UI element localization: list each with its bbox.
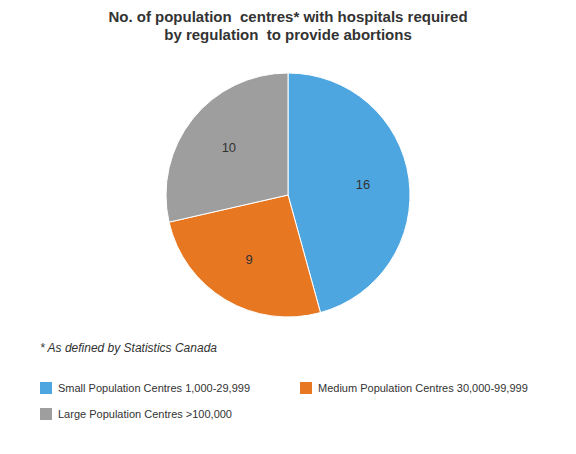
slice [166, 73, 288, 222]
legend-label: Small Population Centres 1,000-29,999 [58, 382, 250, 394]
pie [166, 73, 410, 317]
data-labels: 16 9 10 [222, 140, 371, 267]
legend-label: Medium Population Centres 30,000-99,999 [318, 382, 528, 394]
chart: No. of population centres* with hospital… [0, 0, 576, 454]
legend-swatch [40, 382, 52, 394]
footnote: * As defined by Statistics Canada [40, 341, 217, 355]
data-label: 16 [356, 177, 370, 192]
legend: Small Population Centres 1,000-29,999 Med… [40, 382, 528, 420]
legend-swatch [300, 382, 312, 394]
legend-item: Small Population Centres 1,000-29,999 [40, 382, 250, 394]
legend-item: Large Population Centres >100,000 [40, 408, 232, 420]
legend-label: Large Population Centres >100,000 [58, 408, 232, 420]
legend-item: Medium Population Centres 30,000-99,999 [300, 382, 528, 394]
data-label: 9 [246, 252, 253, 267]
legend-swatch [40, 408, 52, 420]
data-label: 10 [222, 140, 236, 155]
title: No. of population centres* with hospital… [108, 8, 467, 43]
title-line: No. of population centres* with hospital… [108, 8, 467, 25]
title-line: by regulation to provide abortions [164, 26, 412, 43]
